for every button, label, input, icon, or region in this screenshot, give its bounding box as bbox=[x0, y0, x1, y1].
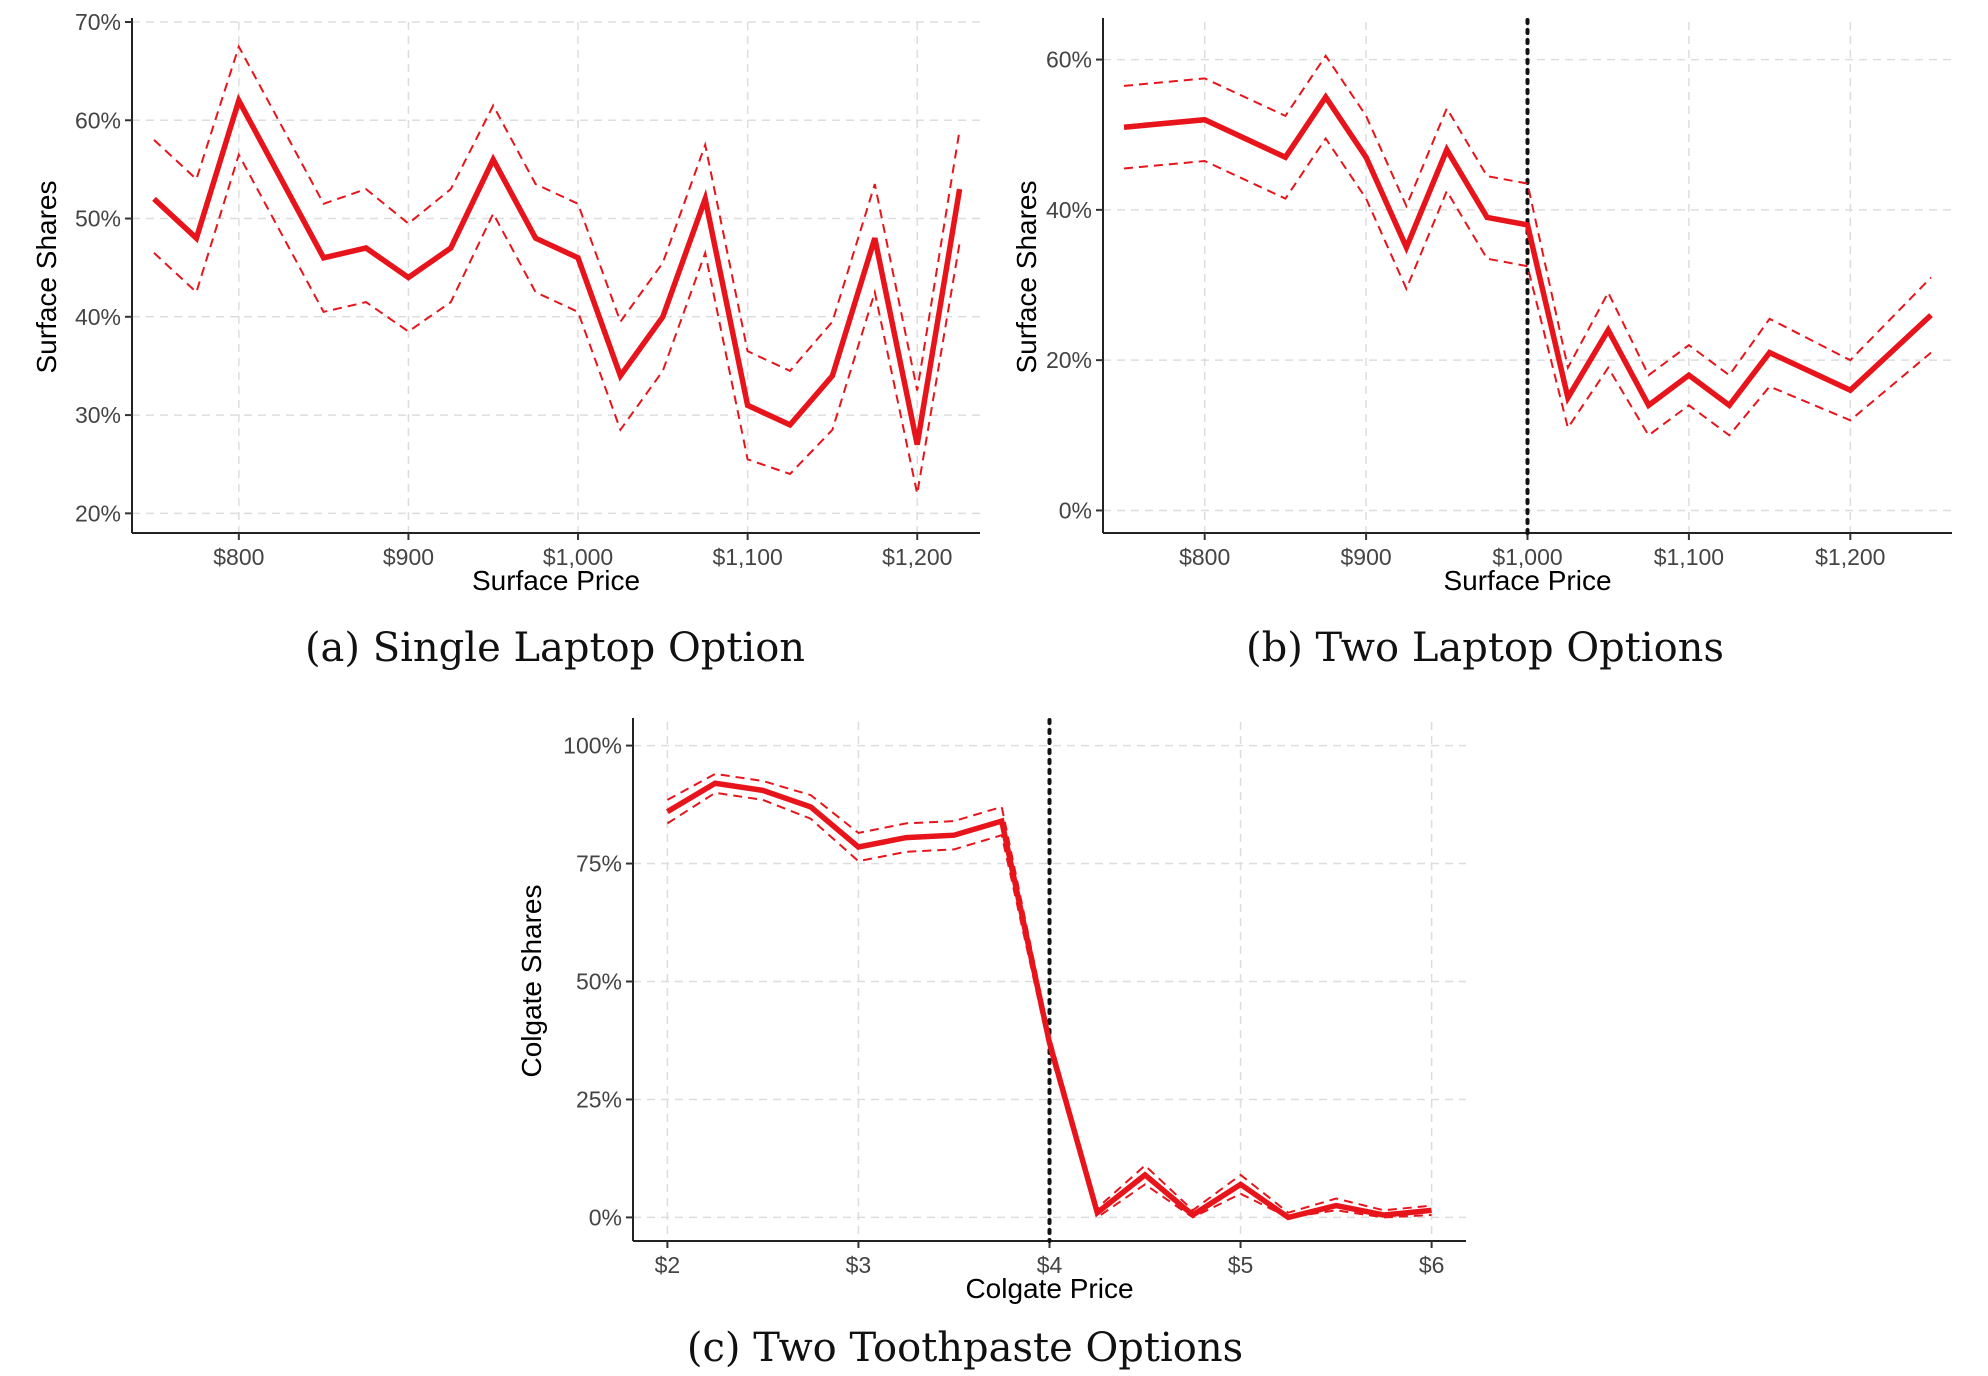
chart-a: 20% 30% 40% 50% 60% 70% $800 $900 $1,000 $1,100 $1… bbox=[31, 9, 980, 596]
upper-ci-line bbox=[666, 772, 1432, 1214]
estimate-line bbox=[665, 780, 1432, 1221]
y-tick-label: 25% bbox=[576, 1086, 622, 1112]
x-tick-label: $1,200 bbox=[882, 544, 952, 570]
y-tick-label: 75% bbox=[576, 851, 622, 877]
y-tick-label: 100% bbox=[563, 733, 622, 759]
x-tick-label: $6 bbox=[1419, 1252, 1445, 1278]
estimate-line bbox=[152, 93, 963, 446]
estimate-line bbox=[1123, 92, 1933, 410]
x-tick-label: $4 bbox=[1037, 1252, 1063, 1278]
lower-ci-line bbox=[1123, 136, 1932, 437]
y-tick-label: 40% bbox=[1046, 197, 1092, 223]
y-tick-label: 60% bbox=[75, 107, 121, 133]
y-tick-label: 60% bbox=[1046, 47, 1092, 73]
chart-panel-b: 0% 20% 40% 60% $800 $900 $1,000 $1,100 $1,200 Sur… bbox=[1000, 0, 1988, 690]
x-tick-label: $1,100 bbox=[712, 544, 782, 570]
y-tick-label: 50% bbox=[75, 206, 121, 232]
x-tick-label: $2 bbox=[655, 1252, 681, 1278]
y-tick-label: 70% bbox=[75, 9, 121, 35]
lower-ci-line bbox=[153, 152, 961, 494]
x-tick-label: $1,100 bbox=[1654, 544, 1724, 570]
y-tick-label: 40% bbox=[75, 304, 121, 330]
y-axis-title: Colgate Shares bbox=[516, 884, 547, 1077]
y-axis-title: Surface Shares bbox=[1011, 181, 1042, 374]
x-tick-label: $1,200 bbox=[1815, 544, 1885, 570]
upper-ci-line bbox=[153, 44, 961, 391]
caption-a: (a) Single Laptop Option bbox=[304, 625, 806, 671]
x-axis-title: Surface Price bbox=[1443, 565, 1611, 596]
chart-b: 0% 20% 40% 60% $800 $900 $1,000 $1,100 $1,200 Sur… bbox=[1011, 18, 1952, 596]
chart-c: 0% 25% 50% 75% 100% $2 $3 $4 $5 $6 Colgate Price Co… bbox=[516, 718, 1466, 1304]
y-tick-label: 20% bbox=[75, 500, 121, 526]
x-tick-label: $900 bbox=[1341, 544, 1392, 570]
lower-ci-line bbox=[666, 791, 1432, 1220]
y-tick-label: 30% bbox=[75, 402, 121, 428]
y-tick-label: 0% bbox=[589, 1204, 622, 1230]
caption-c: (c) Two Toothpaste Options bbox=[686, 1325, 1244, 1371]
y-tick-label: 20% bbox=[1046, 347, 1092, 373]
chart-panel-a: 20% 30% 40% 50% 60% 70% $800 $900 $1,000 $1,100 $1… bbox=[0, 0, 1000, 690]
x-tick-label: $1,000 bbox=[1492, 544, 1562, 570]
x-tick-label: $1,000 bbox=[543, 544, 613, 570]
y-tick-label: 0% bbox=[1059, 497, 1092, 523]
x-tick-label: $800 bbox=[1179, 544, 1230, 570]
caption-b: (b) Two Laptop Options bbox=[1246, 625, 1724, 671]
x-axis-title: Colgate Price bbox=[965, 1273, 1133, 1304]
upper-ci-line bbox=[1123, 54, 1932, 377]
x-tick-label: $5 bbox=[1228, 1252, 1254, 1278]
x-tick-label: $800 bbox=[213, 544, 264, 570]
chart-panel-c: 0% 25% 50% 75% 100% $2 $3 $4 $5 $6 Colgate Price Co… bbox=[500, 700, 1500, 1376]
x-tick-label: $900 bbox=[383, 544, 434, 570]
x-axis-title: Surface Price bbox=[472, 565, 640, 596]
y-axis-title: Surface Shares bbox=[31, 181, 62, 374]
y-tick-label: 50% bbox=[576, 969, 622, 995]
x-tick-label: $3 bbox=[846, 1252, 872, 1278]
